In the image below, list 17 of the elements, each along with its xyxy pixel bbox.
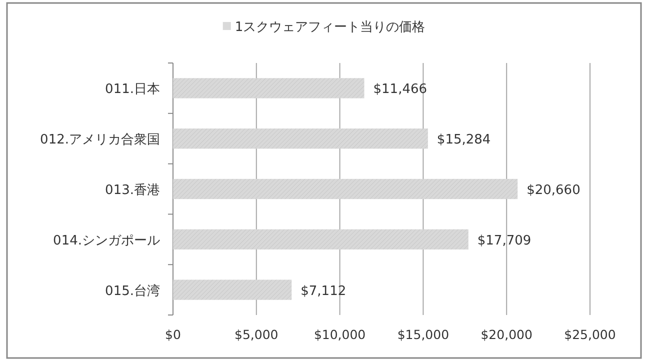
x-tick-label: $5,000 [234, 327, 278, 342]
data-label: $11,466 [373, 82, 428, 98]
data-label: $20,660 [526, 183, 580, 198]
x-tick-label: $0 [165, 327, 181, 342]
x-tick-label: $15,000 [397, 327, 450, 342]
data-label: $15,284 [436, 132, 491, 148]
legend: 1スクウェアフィート当りの価格 [222, 20, 426, 35]
x-tick-label: $25,000 [564, 327, 616, 342]
x-tick-label: $20,000 [480, 327, 532, 342]
data-label: $17,709 [477, 233, 532, 248]
y-tick-label: 015.台湾 [105, 282, 160, 299]
x-tick-label: $10,000 [314, 327, 366, 342]
y-tick-label: 011.日本 [105, 82, 160, 98]
data-label: $7,112 [300, 284, 346, 299]
y-tick-label: 013.香港 [105, 183, 160, 198]
y-tick-label: 012.アメリカ合衆国 [40, 132, 160, 148]
y-tick-label: 014.シンガポール [53, 233, 160, 248]
